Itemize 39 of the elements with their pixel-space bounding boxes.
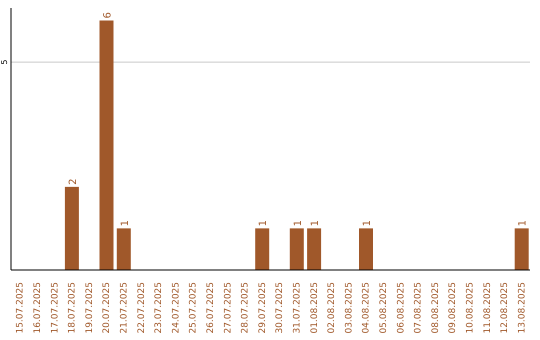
x-tick-label: 13.08.2025 — [517, 282, 528, 334]
data-label: 1 — [120, 220, 131, 226]
x-tick-label: 27.07.2025 — [223, 282, 234, 334]
x-tick-label: 12.08.2025 — [500, 282, 510, 334]
data-label: 1 — [258, 220, 270, 226]
x-tick-label: 29.07.2025 — [258, 282, 268, 334]
data-label: 2 — [68, 178, 79, 185]
x-tick-label: 06.08.2025 — [396, 282, 406, 334]
x-tick-label: 02.08.2025 — [327, 282, 338, 334]
x-tick-label: 28.07.2025 — [240, 282, 251, 334]
x-tick-label: 07.08.2025 — [414, 282, 424, 334]
data-label: 1 — [362, 220, 373, 226]
x-tick-label: 04.08.2025 — [362, 282, 372, 334]
x-tick-label: 24.07.2025 — [171, 282, 182, 334]
x-tick-label: 30.07.2025 — [275, 282, 286, 334]
x-tick-label: 16.07.2025 — [32, 282, 43, 334]
x-tick-label: 09.08.2025 — [448, 282, 458, 334]
x-tick-label: 22.07.2025 — [136, 282, 147, 334]
data-label: 6 — [102, 12, 114, 18]
x-tick-label: 01.08.2025 — [310, 282, 320, 334]
x-tick-label: 19.07.2025 — [84, 282, 95, 334]
x-tick-label: 10.08.2025 — [465, 282, 476, 334]
x-tick-label: 08.08.2025 — [430, 282, 441, 334]
y-tick-label: 5 — [0, 60, 9, 65]
x-tick-label: 11.08.2025 — [482, 282, 493, 334]
x-tick-label: 23.07.2025 — [154, 282, 164, 334]
x-tick-label: 20.07.2025 — [102, 282, 112, 334]
x-tick-label: 21.07.2025 — [119, 282, 130, 334]
data-label: 1 — [292, 220, 304, 226]
x-tick-label: 15.07.2025 — [16, 282, 26, 334]
x-tick-label: 05.08.2025 — [378, 282, 389, 334]
data-label: 1 — [518, 220, 529, 226]
x-tick-label: 31.07.2025 — [292, 282, 302, 334]
data-label: 1 — [310, 220, 322, 226]
x-tick-label: 03.08.2025 — [344, 282, 354, 334]
x-tick-label: 18.07.2025 — [68, 282, 78, 334]
x-tick-label: 25.07.2025 — [188, 282, 199, 334]
x-tick-label: 26.07.2025 — [206, 282, 216, 334]
x-tick-label: 17.07.2025 — [50, 282, 60, 334]
